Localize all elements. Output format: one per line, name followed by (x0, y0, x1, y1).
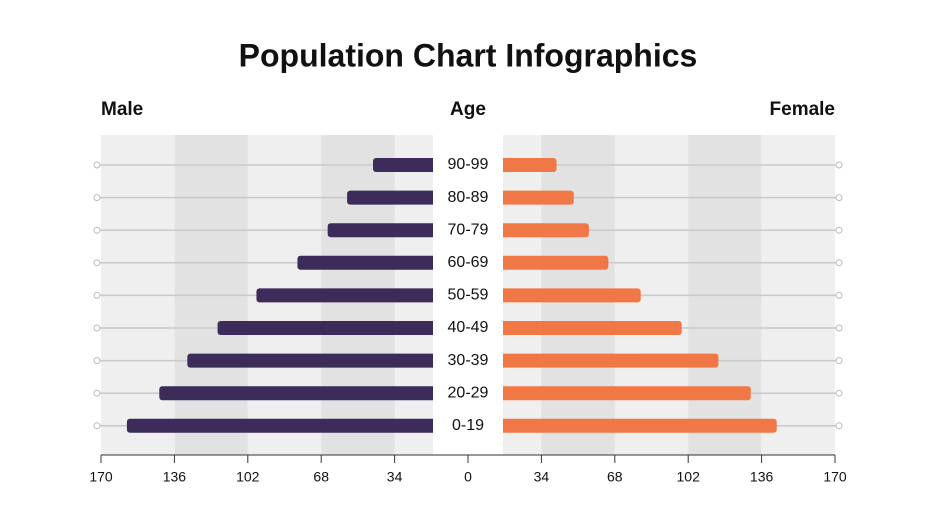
row-dot (835, 194, 843, 202)
row-dot (93, 422, 101, 430)
row-dot (93, 161, 101, 169)
category-label: 40-49 (448, 319, 489, 336)
row-dot (835, 422, 843, 430)
x-tick-label: 68 (607, 469, 623, 485)
bar (468, 386, 751, 401)
x-tick-label: 136 (750, 469, 774, 485)
row-dot (835, 357, 843, 365)
row-dot (835, 324, 843, 332)
x-tick-label: 34 (387, 469, 403, 485)
bar (256, 288, 468, 303)
x-tick-label: 0 (464, 469, 472, 485)
x-tick-label: 102 (236, 469, 260, 485)
bar (468, 353, 719, 368)
chart-title: Population Chart Infographics (239, 37, 698, 73)
bar (126, 418, 468, 433)
row-dot (835, 291, 843, 299)
x-tick-label: 68 (313, 469, 329, 485)
category-label: 60-69 (448, 254, 489, 271)
row-dot (93, 259, 101, 267)
bar (468, 418, 777, 433)
category-label: 0-19 (452, 417, 484, 434)
row-dot (835, 259, 843, 267)
row-dot (835, 389, 843, 397)
row-dot (93, 324, 101, 332)
x-tick-label: 170 (89, 469, 113, 485)
bars (126, 158, 777, 433)
bar (159, 386, 468, 401)
row-dot (93, 357, 101, 365)
bar (468, 321, 682, 335)
category-label: 90-99 (448, 156, 489, 173)
right-series-label: Female (770, 99, 835, 120)
category-axis-label: Age (450, 99, 486, 120)
x-tick-label: 34 (534, 469, 550, 485)
category-label: 70-79 (448, 221, 489, 238)
left-series-label: Male (101, 99, 143, 120)
x-tick-label: 136 (163, 469, 187, 485)
category-label: 80-89 (448, 189, 489, 206)
row-dot (93, 194, 101, 202)
row-dot (835, 161, 843, 169)
row-dot (93, 389, 101, 397)
bar (468, 288, 641, 303)
bar (187, 353, 468, 368)
category-label: 30-39 (448, 352, 489, 369)
row-dot (93, 291, 101, 299)
row-dot (93, 226, 101, 234)
x-tick-label: 170 (823, 469, 847, 485)
row-dot (835, 226, 843, 234)
bar (297, 255, 468, 270)
bar (217, 321, 468, 335)
center-strip (433, 130, 503, 460)
bar (468, 255, 609, 270)
labels: 90-99 80-89 70-79 60-69 50-59 40-49 30-39 20-29… (89, 156, 847, 484)
category-label: 20-29 (448, 384, 489, 401)
x-tick-label: 102 (677, 469, 701, 485)
category-label: 50-59 (448, 287, 489, 304)
bar (327, 223, 468, 238)
